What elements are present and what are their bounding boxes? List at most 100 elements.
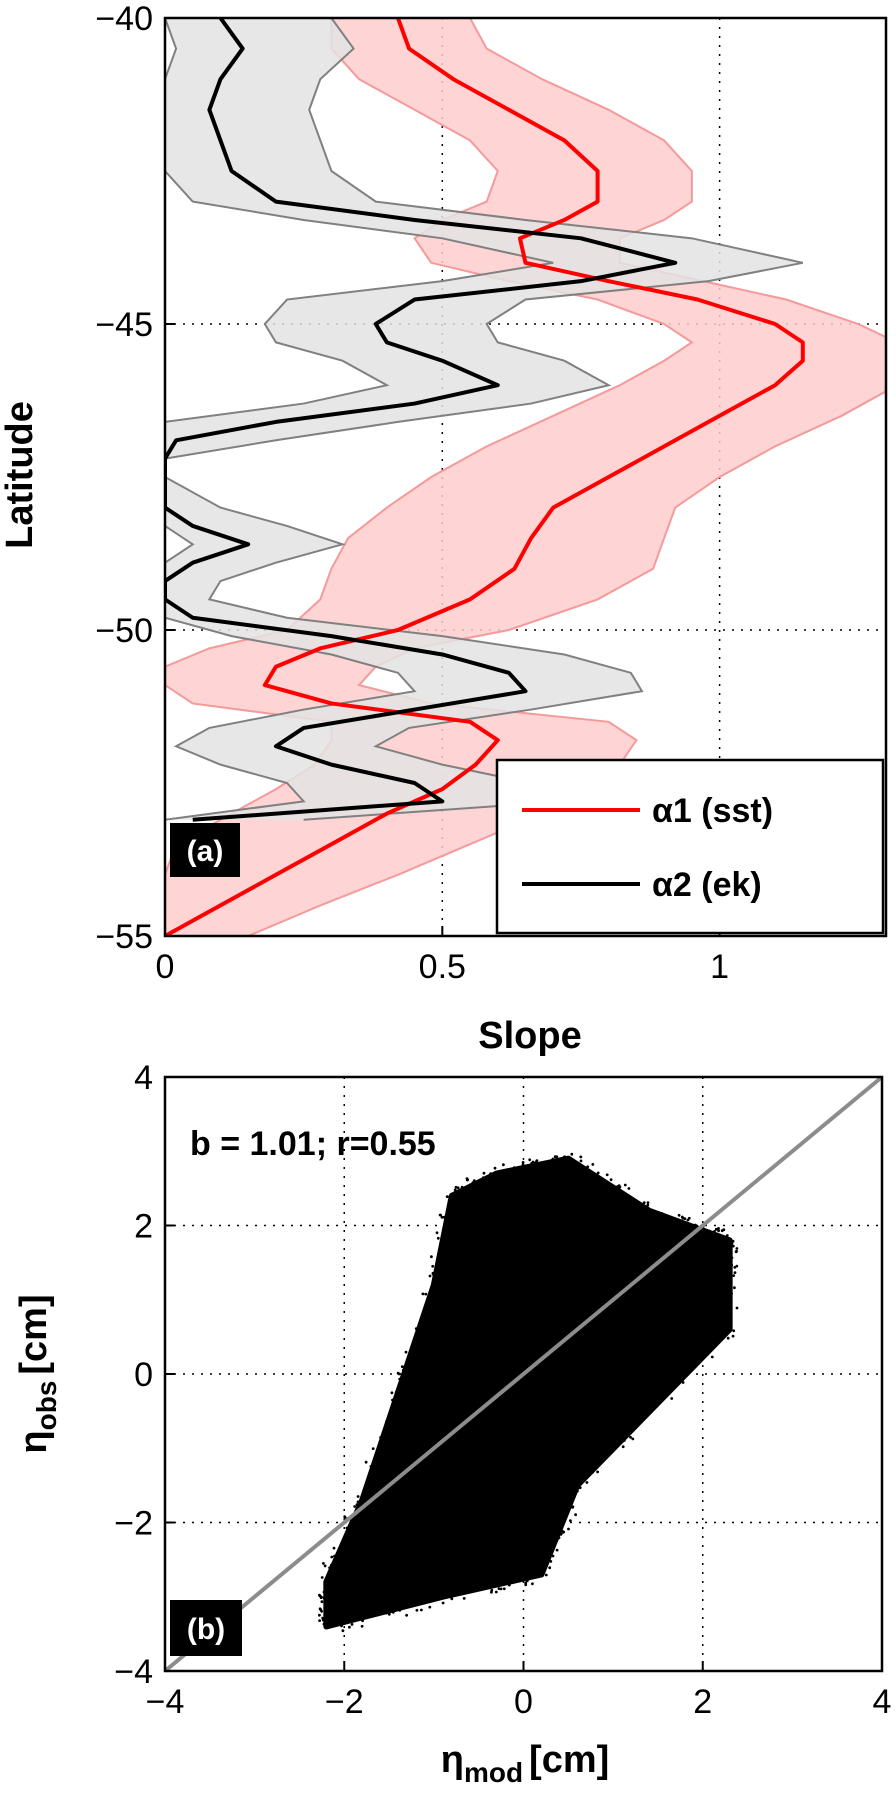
x-tick-label: 1 xyxy=(710,948,729,986)
scatter-point xyxy=(325,1578,329,1582)
scatter-point xyxy=(428,1605,432,1609)
scatter-point xyxy=(558,1523,562,1527)
scatter-point xyxy=(551,1544,555,1548)
scatter-point xyxy=(579,1155,583,1159)
scatter-point xyxy=(725,1283,729,1287)
scatter-point xyxy=(371,1608,374,1611)
x-tick-label: 0.5 xyxy=(419,948,466,986)
scatter-point xyxy=(598,1455,602,1458)
scatter-point xyxy=(557,1536,561,1540)
scatter-point xyxy=(446,1246,450,1249)
scatter-point xyxy=(398,1377,402,1381)
scatter-point xyxy=(494,1171,497,1174)
scatter-point xyxy=(730,1263,734,1267)
scatter-point xyxy=(322,1622,326,1626)
scatter-point xyxy=(424,1292,428,1296)
scatter-point xyxy=(482,1171,486,1175)
scatter-point xyxy=(430,1255,433,1259)
scatter-point xyxy=(447,1199,451,1203)
legend-label-ek: α2 (ek) xyxy=(652,866,762,904)
scatter-point xyxy=(443,1260,447,1264)
scatter-point xyxy=(566,1502,570,1506)
scatter-point xyxy=(337,1561,340,1565)
scatter-point xyxy=(348,1625,351,1629)
lines-a xyxy=(165,18,805,936)
scatter-point xyxy=(528,1158,532,1162)
scatter-point xyxy=(651,1217,655,1221)
scatter-point xyxy=(694,1223,697,1227)
scatter-point xyxy=(607,1449,610,1452)
scatter-point xyxy=(440,1275,444,1279)
scatter-point xyxy=(432,1599,435,1602)
scatter-point xyxy=(549,1560,553,1563)
scatter-point xyxy=(417,1333,420,1336)
scatter-point xyxy=(663,1219,666,1223)
scatter-point xyxy=(336,1550,340,1554)
scatter-point xyxy=(465,1177,469,1181)
scatter-point xyxy=(474,1186,478,1190)
scatter-point xyxy=(576,1489,579,1493)
scatter-point xyxy=(567,1160,571,1164)
scatter-point xyxy=(645,1406,648,1410)
scatter-point xyxy=(577,1162,580,1166)
scatter-point xyxy=(733,1286,736,1290)
scatter-point xyxy=(462,1597,466,1600)
scatter-point xyxy=(443,1274,447,1277)
scatter-point xyxy=(414,1327,418,1330)
scatter-point xyxy=(356,1500,360,1504)
scatter-point xyxy=(531,1582,534,1586)
scatter-point xyxy=(391,1398,394,1402)
scatter-point xyxy=(735,1264,739,1268)
scatter-point xyxy=(511,1171,514,1174)
scatter-point xyxy=(714,1227,718,1231)
scatter-point xyxy=(440,1240,444,1244)
scatter-point xyxy=(609,1178,613,1182)
y-axis-label-a: Latitude xyxy=(0,401,41,549)
scatter-point xyxy=(438,1595,442,1599)
scatter-point xyxy=(468,1183,471,1187)
scatter-point xyxy=(391,1604,395,1608)
scatter-point xyxy=(325,1622,329,1626)
scatter-point xyxy=(421,1292,425,1296)
scatter-point xyxy=(560,1164,564,1168)
scatter-point xyxy=(717,1234,721,1238)
scatter-point xyxy=(717,1227,720,1230)
scatter-point xyxy=(522,1170,526,1174)
scatter-point xyxy=(401,1368,405,1372)
scatter-point xyxy=(623,1183,627,1187)
scatter-point xyxy=(413,1353,417,1356)
scatter-point xyxy=(327,1588,330,1592)
scatter-point xyxy=(341,1629,345,1633)
scatter-point xyxy=(728,1288,732,1291)
scatter-point xyxy=(720,1229,724,1233)
scatter-point xyxy=(356,1523,360,1526)
scatter-point xyxy=(325,1615,328,1619)
scatter-point xyxy=(548,1557,551,1560)
x-label-symbol: η xyxy=(441,1739,464,1781)
annotation-b: b = 1.01; r=0.55 xyxy=(190,1125,436,1163)
scatter-point xyxy=(712,1343,716,1347)
scatter-point xyxy=(431,1264,435,1268)
scatter-point xyxy=(554,1527,557,1531)
scatter-point xyxy=(356,1526,360,1529)
scatter-point xyxy=(709,1338,713,1341)
scatter-point xyxy=(625,1196,629,1200)
scatter-point xyxy=(551,1157,555,1161)
scatter-point xyxy=(331,1570,335,1574)
scatter-point xyxy=(446,1239,450,1243)
scatter-point xyxy=(375,1470,379,1474)
scatter-point xyxy=(563,1155,566,1159)
scatter-point xyxy=(729,1242,732,1246)
scatter-point xyxy=(397,1372,401,1376)
scatter-point xyxy=(487,1177,490,1181)
scatter-point xyxy=(556,1508,560,1512)
scatter-point xyxy=(439,1278,442,1282)
scatter-point xyxy=(519,1170,523,1174)
scatter-point xyxy=(441,1601,445,1605)
scatter-point xyxy=(421,1599,425,1603)
scatter-point xyxy=(461,1586,465,1590)
scatter-point xyxy=(471,1187,474,1191)
scatter-point xyxy=(570,1152,574,1156)
scatter-point xyxy=(340,1614,343,1617)
